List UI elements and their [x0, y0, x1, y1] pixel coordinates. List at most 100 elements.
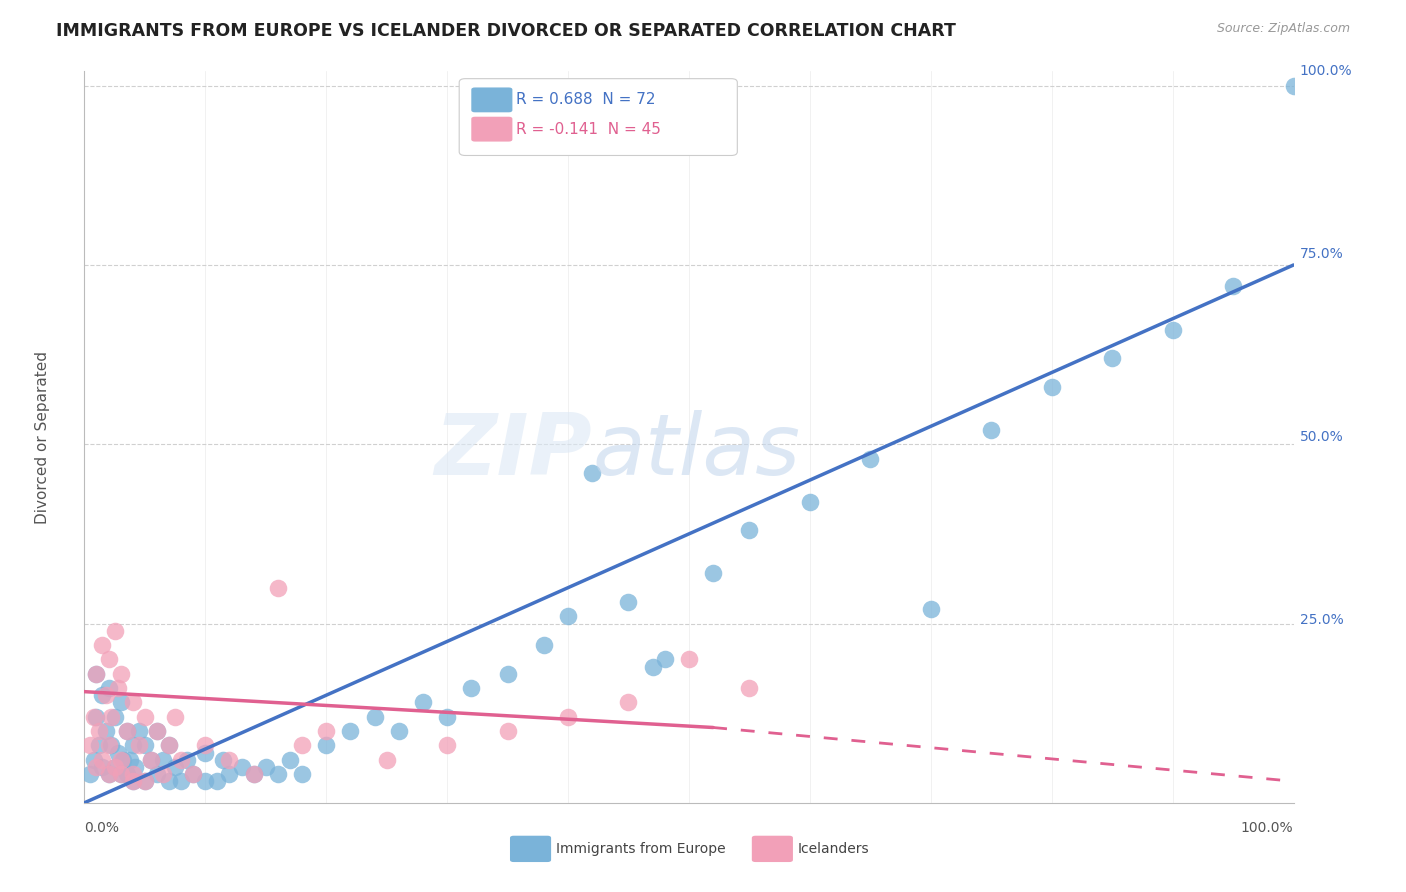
Point [97, 652, 120, 666]
Point [436, 710, 458, 724]
Point [134, 774, 156, 789]
Point [115, 724, 138, 739]
Point [702, 566, 724, 581]
Point [139, 753, 162, 767]
Point [738, 681, 761, 695]
Point [654, 652, 676, 666]
Point [557, 710, 579, 724]
Point [1222, 279, 1244, 293]
Point [678, 652, 700, 666]
Point [104, 760, 127, 774]
Text: atlas: atlas [592, 410, 800, 493]
Point [157, 774, 180, 789]
Point [1101, 351, 1123, 366]
Point [100, 710, 122, 724]
Point [242, 767, 264, 781]
Point [267, 581, 290, 595]
Point [170, 774, 193, 789]
Point [163, 710, 186, 724]
Point [315, 739, 337, 753]
Point [110, 666, 132, 681]
Point [87, 724, 110, 739]
Point [496, 666, 519, 681]
Point [100, 739, 122, 753]
Point [163, 760, 186, 774]
Point [278, 753, 301, 767]
Point [242, 767, 264, 781]
Point [97, 767, 120, 781]
Text: Source: ZipAtlas.com: Source: ZipAtlas.com [1216, 22, 1350, 36]
Point [128, 724, 150, 739]
Point [120, 753, 142, 767]
Point [79, 767, 101, 781]
Point [97, 767, 120, 781]
Point [557, 609, 579, 624]
Point [134, 710, 156, 724]
Point [121, 774, 143, 789]
Point [121, 739, 143, 753]
Point [112, 753, 135, 767]
Point [859, 451, 882, 466]
FancyBboxPatch shape [510, 836, 551, 862]
Point [128, 739, 150, 753]
Point [375, 753, 398, 767]
Point [170, 753, 193, 767]
Point [291, 739, 314, 753]
Point [94, 688, 117, 702]
Point [496, 724, 519, 739]
Point [157, 739, 180, 753]
FancyBboxPatch shape [471, 117, 512, 142]
Point [388, 724, 411, 739]
Point [146, 724, 169, 739]
Point [181, 767, 204, 781]
FancyBboxPatch shape [460, 78, 737, 155]
Point [920, 602, 942, 616]
Point [152, 753, 174, 767]
Text: 100.0%: 100.0% [1299, 64, 1353, 78]
Point [121, 774, 143, 789]
Point [121, 767, 143, 781]
Point [157, 739, 180, 753]
Point [86, 710, 108, 724]
Point [91, 638, 114, 652]
Point [121, 695, 143, 709]
Point [254, 760, 277, 774]
Point [412, 695, 434, 709]
Point [194, 739, 217, 753]
Point [115, 724, 138, 739]
FancyBboxPatch shape [471, 87, 512, 112]
Point [87, 739, 110, 753]
Point [91, 753, 114, 767]
Point [436, 739, 458, 753]
Point [107, 681, 129, 695]
Text: 75.0%: 75.0% [1299, 247, 1343, 261]
Point [134, 774, 156, 789]
Point [110, 767, 132, 781]
Text: 50.0%: 50.0% [1299, 430, 1343, 444]
Point [83, 710, 105, 724]
Point [291, 767, 314, 781]
Text: 100.0%: 100.0% [1241, 821, 1294, 835]
Point [79, 739, 101, 753]
Point [115, 767, 138, 781]
Point [91, 688, 114, 702]
Point [533, 638, 555, 652]
Text: Icelanders: Icelanders [797, 842, 869, 856]
Point [110, 767, 132, 781]
Point [139, 753, 162, 767]
Text: R = -0.141  N = 45: R = -0.141 N = 45 [516, 121, 661, 136]
Point [124, 760, 146, 774]
Text: 0.0%: 0.0% [84, 821, 120, 835]
Text: Divorced or Separated: Divorced or Separated [35, 351, 49, 524]
Point [86, 666, 108, 681]
Point [231, 760, 253, 774]
Point [110, 753, 132, 767]
Point [617, 595, 640, 609]
Point [267, 767, 290, 781]
Point [181, 767, 204, 781]
Point [1282, 78, 1305, 93]
Point [738, 524, 761, 538]
Point [194, 774, 217, 789]
Point [460, 681, 482, 695]
Point [146, 724, 169, 739]
